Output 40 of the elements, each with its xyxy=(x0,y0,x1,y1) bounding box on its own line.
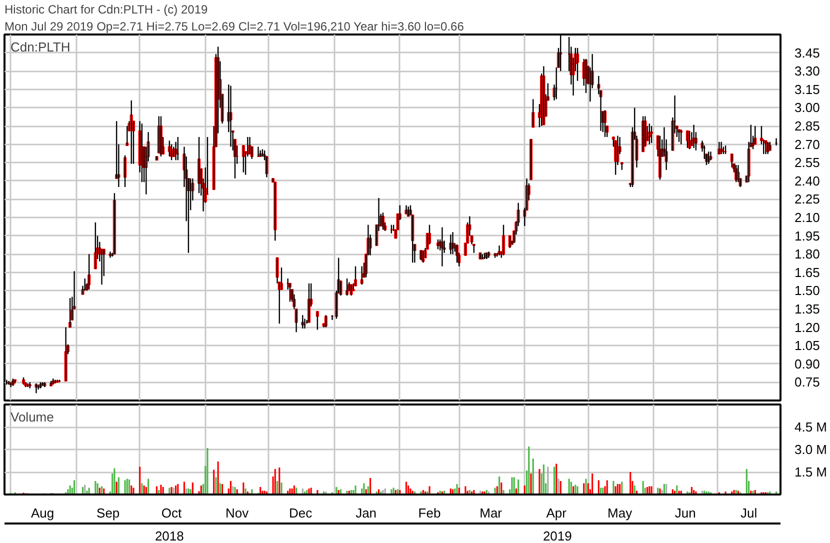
y-tick-label: 2.70 xyxy=(794,136,820,152)
x-tick-label: Feb xyxy=(418,506,441,520)
y-tick-label: 2.55 xyxy=(794,155,820,170)
y-tick-label: 1.50 xyxy=(794,283,820,298)
y-tick-label: 2.85 xyxy=(794,118,820,134)
y-tick-label: 1.35 xyxy=(794,302,820,316)
x-tick-label: Mar xyxy=(480,506,503,520)
chart-subtitle: Mon Jul 29 2019 Op=2.71 Hi=2.75 Lo=2.69 Cl=2.71 Vol=196,210 Year hi=3.60 lo=0.66 xyxy=(4,20,464,34)
x-tick-label: Jan xyxy=(356,506,377,520)
text: 2018 xyxy=(154,528,184,543)
y-tick-label: 3.45 xyxy=(794,45,820,60)
y-tick-label: 2.40 xyxy=(794,173,820,188)
x-tick-label: Apr xyxy=(546,506,568,520)
x-tick-label: Aug xyxy=(30,506,54,520)
y-tick-label: 1.80 xyxy=(794,246,820,262)
y-tick-label: 3.0 M xyxy=(794,442,828,457)
y-tick-label: 3.00 xyxy=(794,100,820,116)
y-tick-label: 1.95 xyxy=(794,228,820,244)
annotation: Cdn:PLTH xyxy=(10,40,70,54)
y-tick-label: 3.30 xyxy=(794,64,820,79)
annotation: Volume xyxy=(10,410,54,424)
y-tick-label: 3.15 xyxy=(794,82,820,97)
y-tick-label: 0.75 xyxy=(794,374,820,390)
x-tick-label: Sep xyxy=(96,506,120,520)
y-tick-label: 4.5 M xyxy=(794,420,828,434)
y-tick-label: 2.25 xyxy=(794,192,820,207)
chart-title: Historic Chart for Cdn:PLTH - (c) 2019 xyxy=(4,2,208,16)
x-tick-label: Jul xyxy=(740,506,758,520)
x-tick-label: Nov xyxy=(226,506,250,520)
y-tick-label: 1.20 xyxy=(794,320,820,335)
x-tick-label: May xyxy=(608,506,633,520)
y-tick-label: 1.5 M xyxy=(794,464,828,480)
x-tick-label: Dec xyxy=(288,506,313,520)
y-tick-label: 1.05 xyxy=(794,338,820,354)
x-tick-label: Jun xyxy=(674,506,696,520)
text: 2019 xyxy=(542,528,572,543)
y-tick-label: 2.10 xyxy=(794,210,820,225)
y-tick-label: 0.90 xyxy=(794,356,820,372)
y-tick-label: 1.65 xyxy=(794,264,820,280)
x-tick-label: Oct xyxy=(161,506,182,520)
